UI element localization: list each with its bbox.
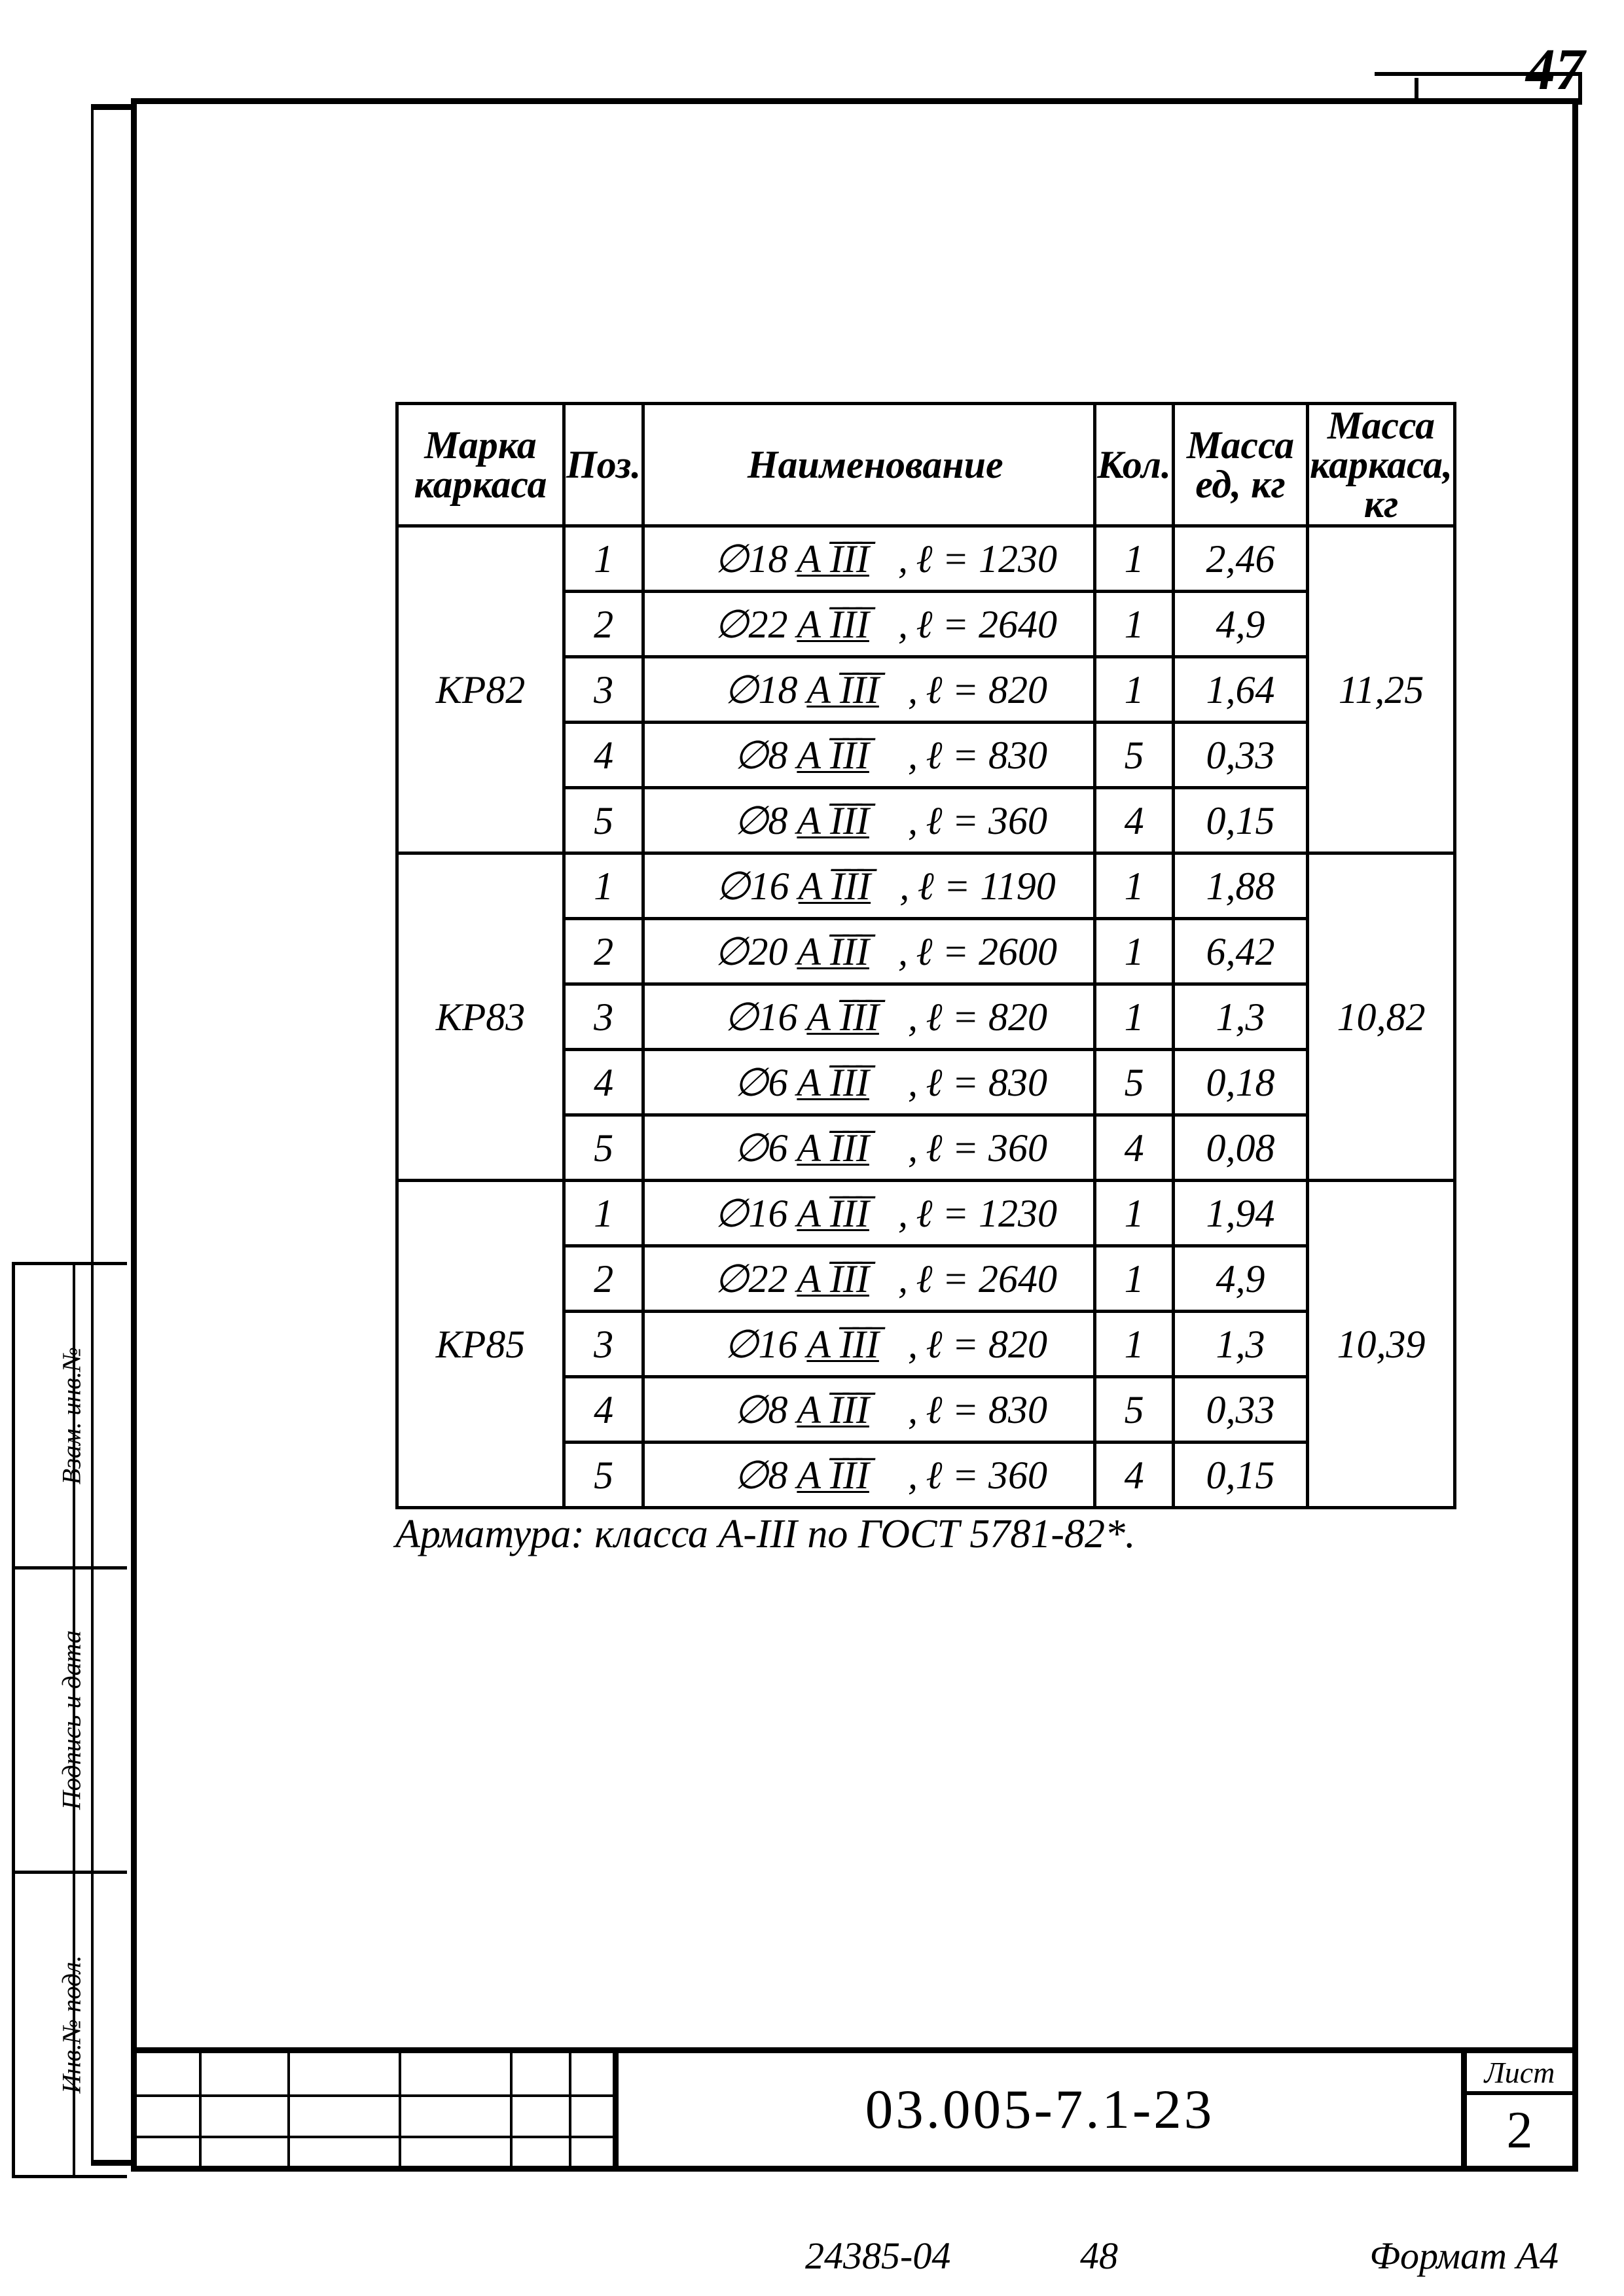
sidebar-cell-vzam: Взам. инв.№ xyxy=(15,1265,127,1566)
cell-poz: 2 xyxy=(564,1246,643,1312)
cell-name: ∅6 A I̅I̅I̅,ℓ = 830 xyxy=(643,1050,1095,1115)
cell-massa-ed: 0,18 xyxy=(1174,1050,1308,1115)
rebar-spec-table: Марка каркаса Поз. Наименование Кол. Мас… xyxy=(395,402,1456,1509)
cell-poz: 2 xyxy=(564,592,643,657)
header-poz: Поз. xyxy=(564,404,643,526)
cell-name: ∅22 A I̅I̅I̅,ℓ = 2640 xyxy=(643,1246,1095,1312)
sheet-box: Лист 2 xyxy=(1461,2053,1572,2166)
cell-poz: 4 xyxy=(564,1050,643,1115)
sidebar-label-inv: Инв.№ подл. xyxy=(56,1956,86,2094)
cell-poz: 1 xyxy=(564,853,643,919)
cell-kol: 1 xyxy=(1095,1181,1174,1246)
frame-tick-top xyxy=(1375,72,1578,76)
table-header-row: Марка каркаса Поз. Наименование Кол. Мас… xyxy=(397,404,1455,526)
cell-kol: 1 xyxy=(1095,592,1174,657)
title-block: 03.005-7.1-23 Лист 2 xyxy=(613,2047,1578,2172)
cell-kol: 5 xyxy=(1095,1050,1174,1115)
cell-kol: 1 xyxy=(1095,919,1174,984)
cell-poz: 1 xyxy=(564,526,643,592)
cell-name: ∅16 A I̅I̅I̅,ℓ = 820 xyxy=(643,984,1095,1050)
cell-kol: 4 xyxy=(1095,1443,1174,1508)
cell-massa-ed: 0,33 xyxy=(1174,1377,1308,1443)
cell-poz: 4 xyxy=(564,723,643,788)
cell-massa-ed: 1,94 xyxy=(1174,1181,1308,1246)
cell-poz: 4 xyxy=(564,1377,643,1443)
cell-massa-kar: 10,82 xyxy=(1308,853,1455,1181)
header-kol: Кол. xyxy=(1095,404,1174,526)
table-row: КР821∅18 A I̅I̅I̅,ℓ = 123012,4611,25 xyxy=(397,526,1455,592)
cell-marka: КР85 xyxy=(397,1181,564,1508)
cell-name: ∅8 A I̅I̅I̅,ℓ = 360 xyxy=(643,1443,1095,1508)
cell-massa-ed: 1,64 xyxy=(1174,657,1308,723)
cell-massa-kar: 11,25 xyxy=(1308,526,1455,853)
sidebar-cell-inv: Инв.№ подл. xyxy=(15,1871,127,2175)
table-row: КР851∅16 A I̅I̅I̅,ℓ = 123011,9410,39 xyxy=(397,1181,1455,1246)
cell-massa-kar: 10,39 xyxy=(1308,1181,1455,1508)
cell-name: ∅22 A I̅I̅I̅,ℓ = 2640 xyxy=(643,592,1095,657)
cell-name: ∅8 A I̅I̅I̅,ℓ = 360 xyxy=(643,788,1095,853)
rebar-note: Арматура: класса А-III по ГОСТ 5781-82*. xyxy=(395,1511,1136,1558)
sheet-label: Лист xyxy=(1467,2053,1572,2095)
cell-massa-ed: 1,88 xyxy=(1174,853,1308,919)
cell-massa-ed: 0,15 xyxy=(1174,1443,1308,1508)
cell-name: ∅8 A I̅I̅I̅,ℓ = 830 xyxy=(643,723,1095,788)
cell-massa-ed: 1,3 xyxy=(1174,984,1308,1050)
cell-kol: 4 xyxy=(1095,1115,1174,1181)
cell-marka: КР82 xyxy=(397,526,564,853)
frame-tick-right xyxy=(1578,72,1582,105)
cell-massa-ed: 0,15 xyxy=(1174,788,1308,853)
cell-poz: 3 xyxy=(564,984,643,1050)
cell-kol: 1 xyxy=(1095,526,1174,592)
cell-poz: 3 xyxy=(564,657,643,723)
cell-kol: 5 xyxy=(1095,723,1174,788)
cell-name: ∅20 A I̅I̅I̅,ℓ = 2600 xyxy=(643,919,1095,984)
cell-kol: 1 xyxy=(1095,1246,1174,1312)
page-number: 47 xyxy=(1526,36,1585,103)
drawing-frame: Марка каркаса Поз. Наименование Кол. Мас… xyxy=(131,98,1578,2172)
cell-kol: 1 xyxy=(1095,853,1174,919)
cell-kol: 4 xyxy=(1095,788,1174,853)
cell-name: ∅18 A I̅I̅I̅,ℓ = 1230 xyxy=(643,526,1095,592)
cell-massa-ed: 0,08 xyxy=(1174,1115,1308,1181)
sidebar-label-vzam: Взам. инв.№ xyxy=(56,1347,86,1485)
table-row: КР831∅16 A I̅I̅I̅,ℓ = 119011,8810,82 xyxy=(397,853,1455,919)
cell-name: ∅16 A I̅I̅I̅,ℓ = 1230 xyxy=(643,1181,1095,1246)
cell-marka: КР83 xyxy=(397,853,564,1181)
cell-massa-ed: 1,3 xyxy=(1174,1312,1308,1377)
header-massa-ed: Масса ед, кг xyxy=(1174,404,1308,526)
footer-mid: 48 xyxy=(1080,2234,1118,2278)
footer-right: Формат А4 xyxy=(1369,2234,1559,2278)
cell-poz: 5 xyxy=(564,788,643,853)
cell-name: ∅16 A I̅I̅I̅,ℓ = 1190 xyxy=(643,853,1095,919)
cell-kol: 1 xyxy=(1095,1312,1174,1377)
document-number: 03.005-7.1-23 xyxy=(619,2053,1461,2166)
cell-massa-ed: 6,42 xyxy=(1174,919,1308,984)
binding-sidebar: Инв.№ подл. Подпись и дата Взам. инв.№ xyxy=(12,1262,127,2178)
cell-massa-ed: 2,46 xyxy=(1174,526,1308,592)
header-massa-kar: Масса каркаса, кг xyxy=(1308,404,1455,526)
header-name: Наименование xyxy=(643,404,1095,526)
cell-name: ∅18 A I̅I̅I̅,ℓ = 820 xyxy=(643,657,1095,723)
cell-poz: 3 xyxy=(564,1312,643,1377)
sidebar-cell-sign: Подпись и дата xyxy=(15,1566,127,1871)
cell-poz: 2 xyxy=(564,919,643,984)
cell-poz: 1 xyxy=(564,1181,643,1246)
cell-poz: 5 xyxy=(564,1443,643,1508)
footer-left: 24385-04 xyxy=(805,2234,950,2278)
header-marka: Марка каркаса xyxy=(397,404,564,526)
sidebar-label-sign: Подпись и дата xyxy=(56,1630,86,1810)
cell-kol: 1 xyxy=(1095,984,1174,1050)
cell-poz: 5 xyxy=(564,1115,643,1181)
cell-kol: 1 xyxy=(1095,657,1174,723)
cell-massa-ed: 4,9 xyxy=(1174,592,1308,657)
cell-massa-ed: 0,33 xyxy=(1174,723,1308,788)
cell-kol: 5 xyxy=(1095,1377,1174,1443)
sheet-number: 2 xyxy=(1467,2095,1572,2166)
cell-name: ∅6 A I̅I̅I̅,ℓ = 360 xyxy=(643,1115,1095,1181)
cell-massa-ed: 4,9 xyxy=(1174,1246,1308,1312)
titleblock-revision-grid xyxy=(131,2047,613,2172)
cell-name: ∅8 A I̅I̅I̅,ℓ = 830 xyxy=(643,1377,1095,1443)
cell-name: ∅16 A I̅I̅I̅,ℓ = 820 xyxy=(643,1312,1095,1377)
